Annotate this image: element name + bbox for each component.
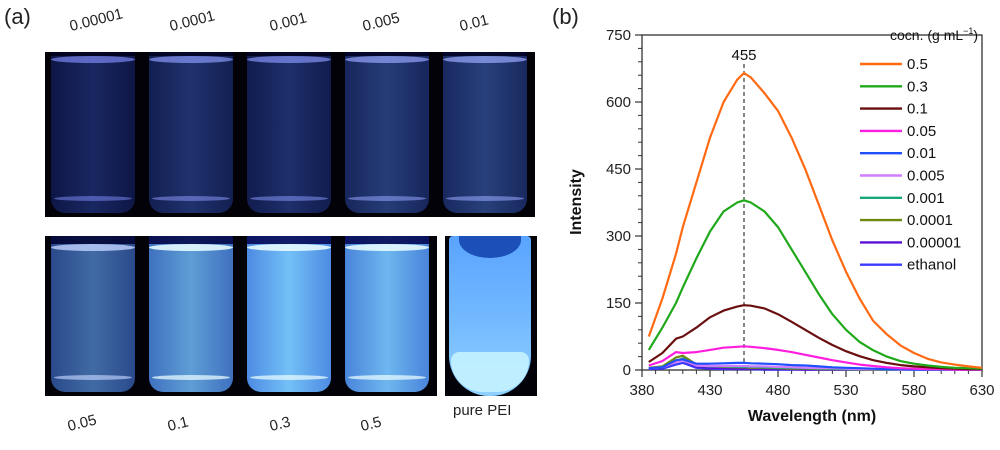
vial-meniscus <box>149 244 233 251</box>
pure-pei-tube-bottom <box>451 352 529 392</box>
x-tick-label: 430 <box>697 382 722 399</box>
legend-label: 0.05 <box>907 123 936 140</box>
vial-bottom <box>152 196 230 201</box>
vial-bottom <box>348 196 426 201</box>
x-tick-label: 630 <box>969 382 994 399</box>
vial-meniscus <box>247 244 331 251</box>
vial <box>247 236 331 392</box>
legend-label: 0.00001 <box>907 234 961 251</box>
x-tick-label: 380 <box>629 382 654 399</box>
vial-bottom <box>250 375 328 380</box>
vial-cap-space <box>149 52 233 56</box>
x-tick-label: 480 <box>765 382 790 399</box>
y-tick-label: 300 <box>606 228 631 245</box>
legend-title: cocn. (g mL−1) <box>890 26 978 43</box>
vial-cap-space <box>51 236 135 244</box>
panel-a-label: (a) <box>4 4 31 29</box>
vial-meniscus <box>345 244 429 251</box>
vial-bottom <box>54 375 132 380</box>
y-axis-label: Intensity <box>568 169 585 235</box>
panel-b-label: (b) <box>552 4 579 29</box>
vial-cap-space <box>247 236 331 244</box>
legend-label: 0.001 <box>907 190 945 207</box>
vial-meniscus <box>149 56 233 63</box>
vial-bottom <box>250 196 328 201</box>
vial-cap-space <box>149 236 233 244</box>
legend-label: 0.1 <box>907 101 928 118</box>
y-tick-label: 150 <box>606 295 631 312</box>
y-tick-label: 0 <box>623 362 631 379</box>
series-line-0.5 <box>647 71 983 369</box>
x-tick-label: 580 <box>901 382 926 399</box>
legend-title-end: ) <box>973 27 978 43</box>
legend-title-text: cocn. (g mL <box>890 27 963 43</box>
legend-label: 0.3 <box>907 78 928 95</box>
photo-pure-pei <box>445 236 537 396</box>
pure-pei-tube-top <box>459 236 521 258</box>
vial-meniscus <box>443 56 527 63</box>
vial-cap-space <box>345 52 429 56</box>
legend-label: 0.01 <box>907 145 936 162</box>
vial <box>443 52 527 213</box>
vial-bottom <box>152 375 230 380</box>
y-tick-label: 600 <box>606 94 631 111</box>
x-axis-label: Wavelength (nm) <box>748 408 876 425</box>
vial-cap-space <box>247 52 331 56</box>
vial-bottom <box>446 196 524 201</box>
vial <box>345 236 429 392</box>
series-line-0.1 <box>648 304 982 371</box>
vial-cap-space <box>345 236 429 244</box>
vial <box>149 236 233 392</box>
vial <box>51 236 135 392</box>
vial-bottom <box>54 196 132 201</box>
vial-meniscus <box>51 56 135 63</box>
vial <box>51 52 135 213</box>
vial-cap-space <box>443 52 527 56</box>
vial-bottom <box>348 375 426 380</box>
vial <box>149 52 233 213</box>
y-tick-label: 750 <box>606 27 631 44</box>
vial-cap-space <box>51 52 135 56</box>
series-line-0.3 <box>647 199 983 370</box>
y-tick-label: 450 <box>606 161 631 178</box>
photo-high-concentration-vials <box>45 236 437 396</box>
photo-low-concentration-vials <box>45 52 535 217</box>
vial-meniscus <box>345 56 429 63</box>
legend-label: ethanol <box>907 257 956 274</box>
vial <box>345 52 429 213</box>
legend-label: 0.005 <box>907 168 945 185</box>
legend-label: 0.0001 <box>907 212 953 229</box>
pure-pei-label: pure PEI <box>453 402 512 419</box>
x-tick-label: 530 <box>833 382 858 399</box>
legend-title-superscript: −1 <box>963 26 973 36</box>
series-line-0.05 <box>648 345 982 371</box>
vial <box>247 52 331 213</box>
peak-annotation: 455 <box>731 47 756 64</box>
vial-meniscus <box>247 56 331 63</box>
vial-meniscus <box>51 244 135 251</box>
legend-label: 0.5 <box>907 56 928 73</box>
